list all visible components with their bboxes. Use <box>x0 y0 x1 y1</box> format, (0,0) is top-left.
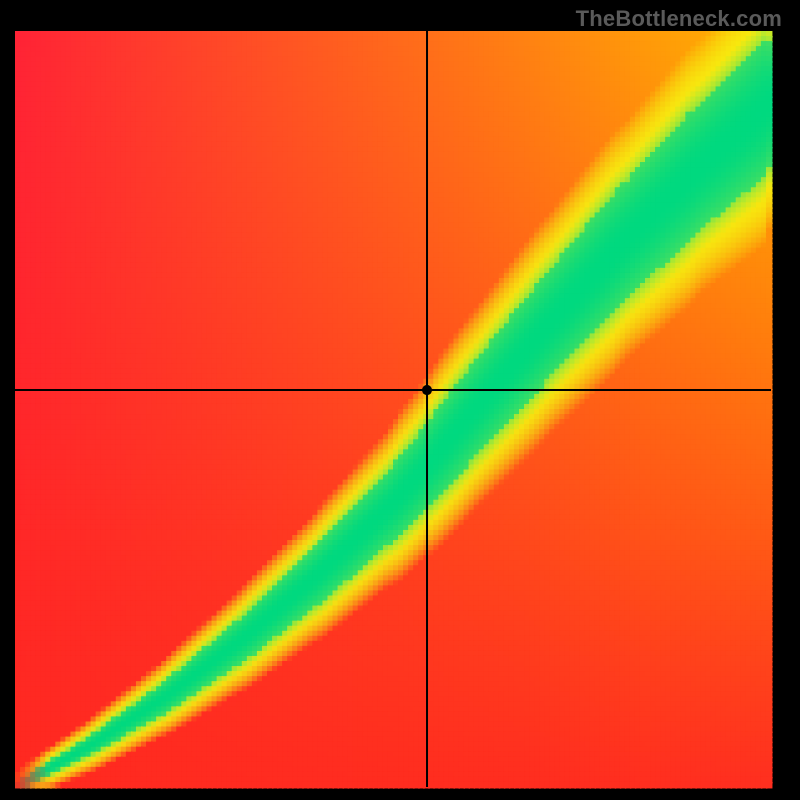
bottleneck-heatmap <box>0 0 800 800</box>
watermark-label: TheBottleneck.com <box>576 6 782 32</box>
